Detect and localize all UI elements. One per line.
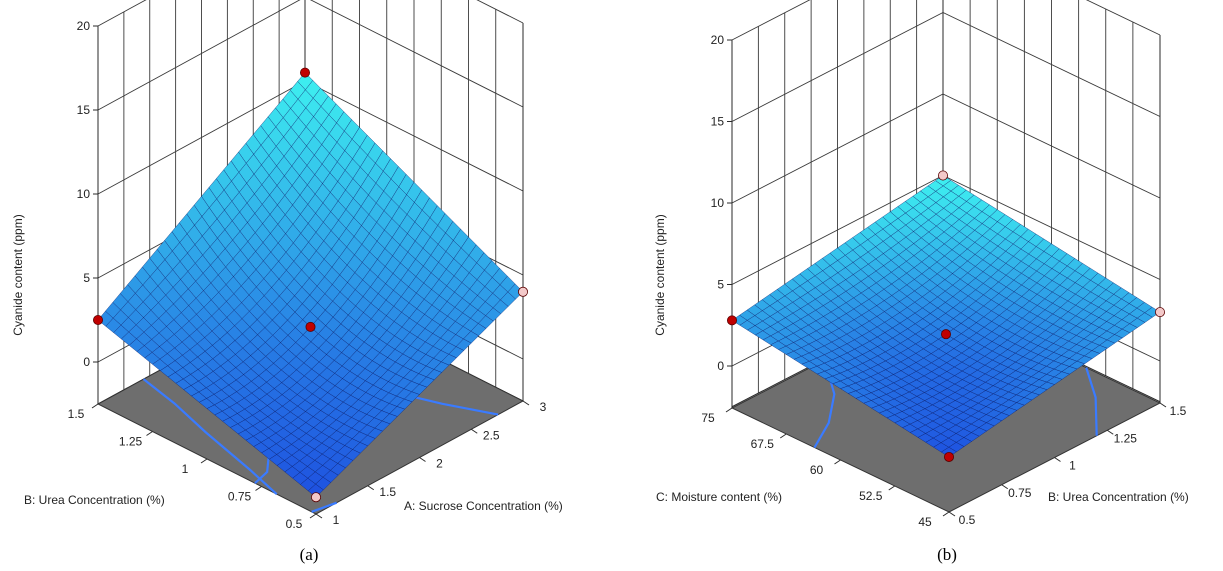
x-axis-label-b: B: Urea Concentration (%)	[1048, 490, 1189, 504]
x-tick-label: 2	[436, 457, 443, 471]
x-tick-mark	[948, 511, 956, 517]
surface-cell	[307, 483, 324, 498]
design-point-marker	[310, 492, 321, 503]
x-tick-mark	[470, 428, 478, 434]
z-tick-label: 10	[77, 187, 91, 201]
y-tick-label: 1.5	[68, 407, 85, 421]
y-tick-label: 67.5	[751, 437, 775, 451]
x-tick-label: 0.5	[959, 513, 976, 527]
x-axis-label-a: A: Sucrose Concentration (%)	[404, 499, 563, 513]
x-tick-mark	[1001, 484, 1009, 490]
z-tick-label: 10	[711, 196, 725, 210]
floor-contour-line	[1085, 367, 1098, 436]
x-tick-label: 1	[333, 513, 340, 527]
design-point-marker	[299, 67, 310, 78]
wall-grid-line	[97, 0, 524, 111]
y-tick-mark	[834, 459, 841, 465]
design-point-marker	[727, 315, 738, 326]
x-tick-mark	[522, 400, 530, 406]
design-point-marker	[941, 329, 952, 340]
z-axis-label-a: Cyanide content (ppm)	[11, 214, 25, 335]
x-tick-mark	[419, 457, 426, 462]
y-tick-label: 1.25	[119, 435, 143, 449]
y-tick-mark	[91, 403, 99, 409]
y-tick-label: 0.5	[286, 517, 303, 531]
y-tick-label: 0.75	[228, 490, 252, 504]
y-tick-label: 60	[810, 463, 824, 477]
y-tick-label: 1	[182, 462, 189, 476]
y-tick-label: 45	[918, 515, 932, 529]
y-axis-label-a: B: Urea Concentration (%)	[24, 493, 165, 507]
y-tick-mark	[725, 407, 733, 413]
floor-contour-line	[142, 378, 278, 496]
z-tick-label: 5	[83, 271, 90, 285]
x-tick-label: 1	[1069, 459, 1076, 473]
panel-caption-a: (a)	[300, 545, 319, 564]
x-tick-label: 2.5	[483, 428, 500, 442]
y-tick-label: 52.5	[859, 489, 883, 503]
design-point-marker	[305, 321, 316, 332]
panel-caption-b: (b)	[937, 545, 957, 564]
y-tick-label: 75	[701, 411, 715, 425]
y-tick-mark	[200, 458, 208, 464]
wall-grid-line	[731, 0, 1161, 41]
design-point-marker	[938, 170, 949, 181]
y-tick-mark	[146, 431, 153, 436]
x-tick-mark	[315, 513, 323, 519]
z-axis-label-b: Cyanide content (ppm)	[653, 214, 667, 335]
z-tick-label: 20	[77, 19, 91, 33]
y-tick-mark	[942, 511, 950, 517]
z-tick-label: 20	[711, 33, 725, 47]
y-tick-mark	[309, 513, 317, 519]
surface-plot-a: 0 5 10 15 20 1 1.5 2 2.5 3 0.5 0.75 1 1.25 1.5	[68, 0, 547, 531]
surface-plot-b: 0 5 10 15 20 0.5 0.75 1 1.25 1.5 45 52.5 60 67.5 75	[701, 0, 1187, 529]
x-tick-mark	[367, 485, 375, 491]
x-tick-mark	[1159, 402, 1167, 408]
z-tick-label: 15	[77, 103, 91, 117]
x-tick-label: 0.75	[1008, 486, 1032, 500]
design-point-marker	[1155, 307, 1166, 318]
y-tick-mark	[888, 485, 896, 491]
design-point-marker	[93, 314, 104, 325]
z-tick-label: 5	[717, 278, 724, 292]
x-tick-label: 1.5	[379, 485, 396, 499]
z-tick-label: 15	[711, 115, 725, 129]
wall-grid-line	[97, 0, 524, 27]
y-tick-mark	[255, 486, 262, 491]
x-tick-label: 1.5	[1170, 404, 1187, 418]
y-axis-label-b: C: Moisture content (%)	[656, 490, 782, 504]
x-tick-mark	[1106, 429, 1114, 435]
wall-grid-line	[731, 11, 1161, 122]
z-tick-label: 0	[717, 359, 724, 373]
x-tick-label: 1.25	[1114, 431, 1138, 445]
design-point-marker	[518, 286, 529, 297]
design-point-marker	[944, 451, 955, 462]
x-tick-label: 3	[540, 400, 547, 414]
x-tick-mark	[1054, 457, 1061, 462]
floor-contour-line	[311, 501, 338, 513]
y-tick-mark	[779, 433, 787, 439]
z-tick-label: 0	[83, 355, 90, 369]
